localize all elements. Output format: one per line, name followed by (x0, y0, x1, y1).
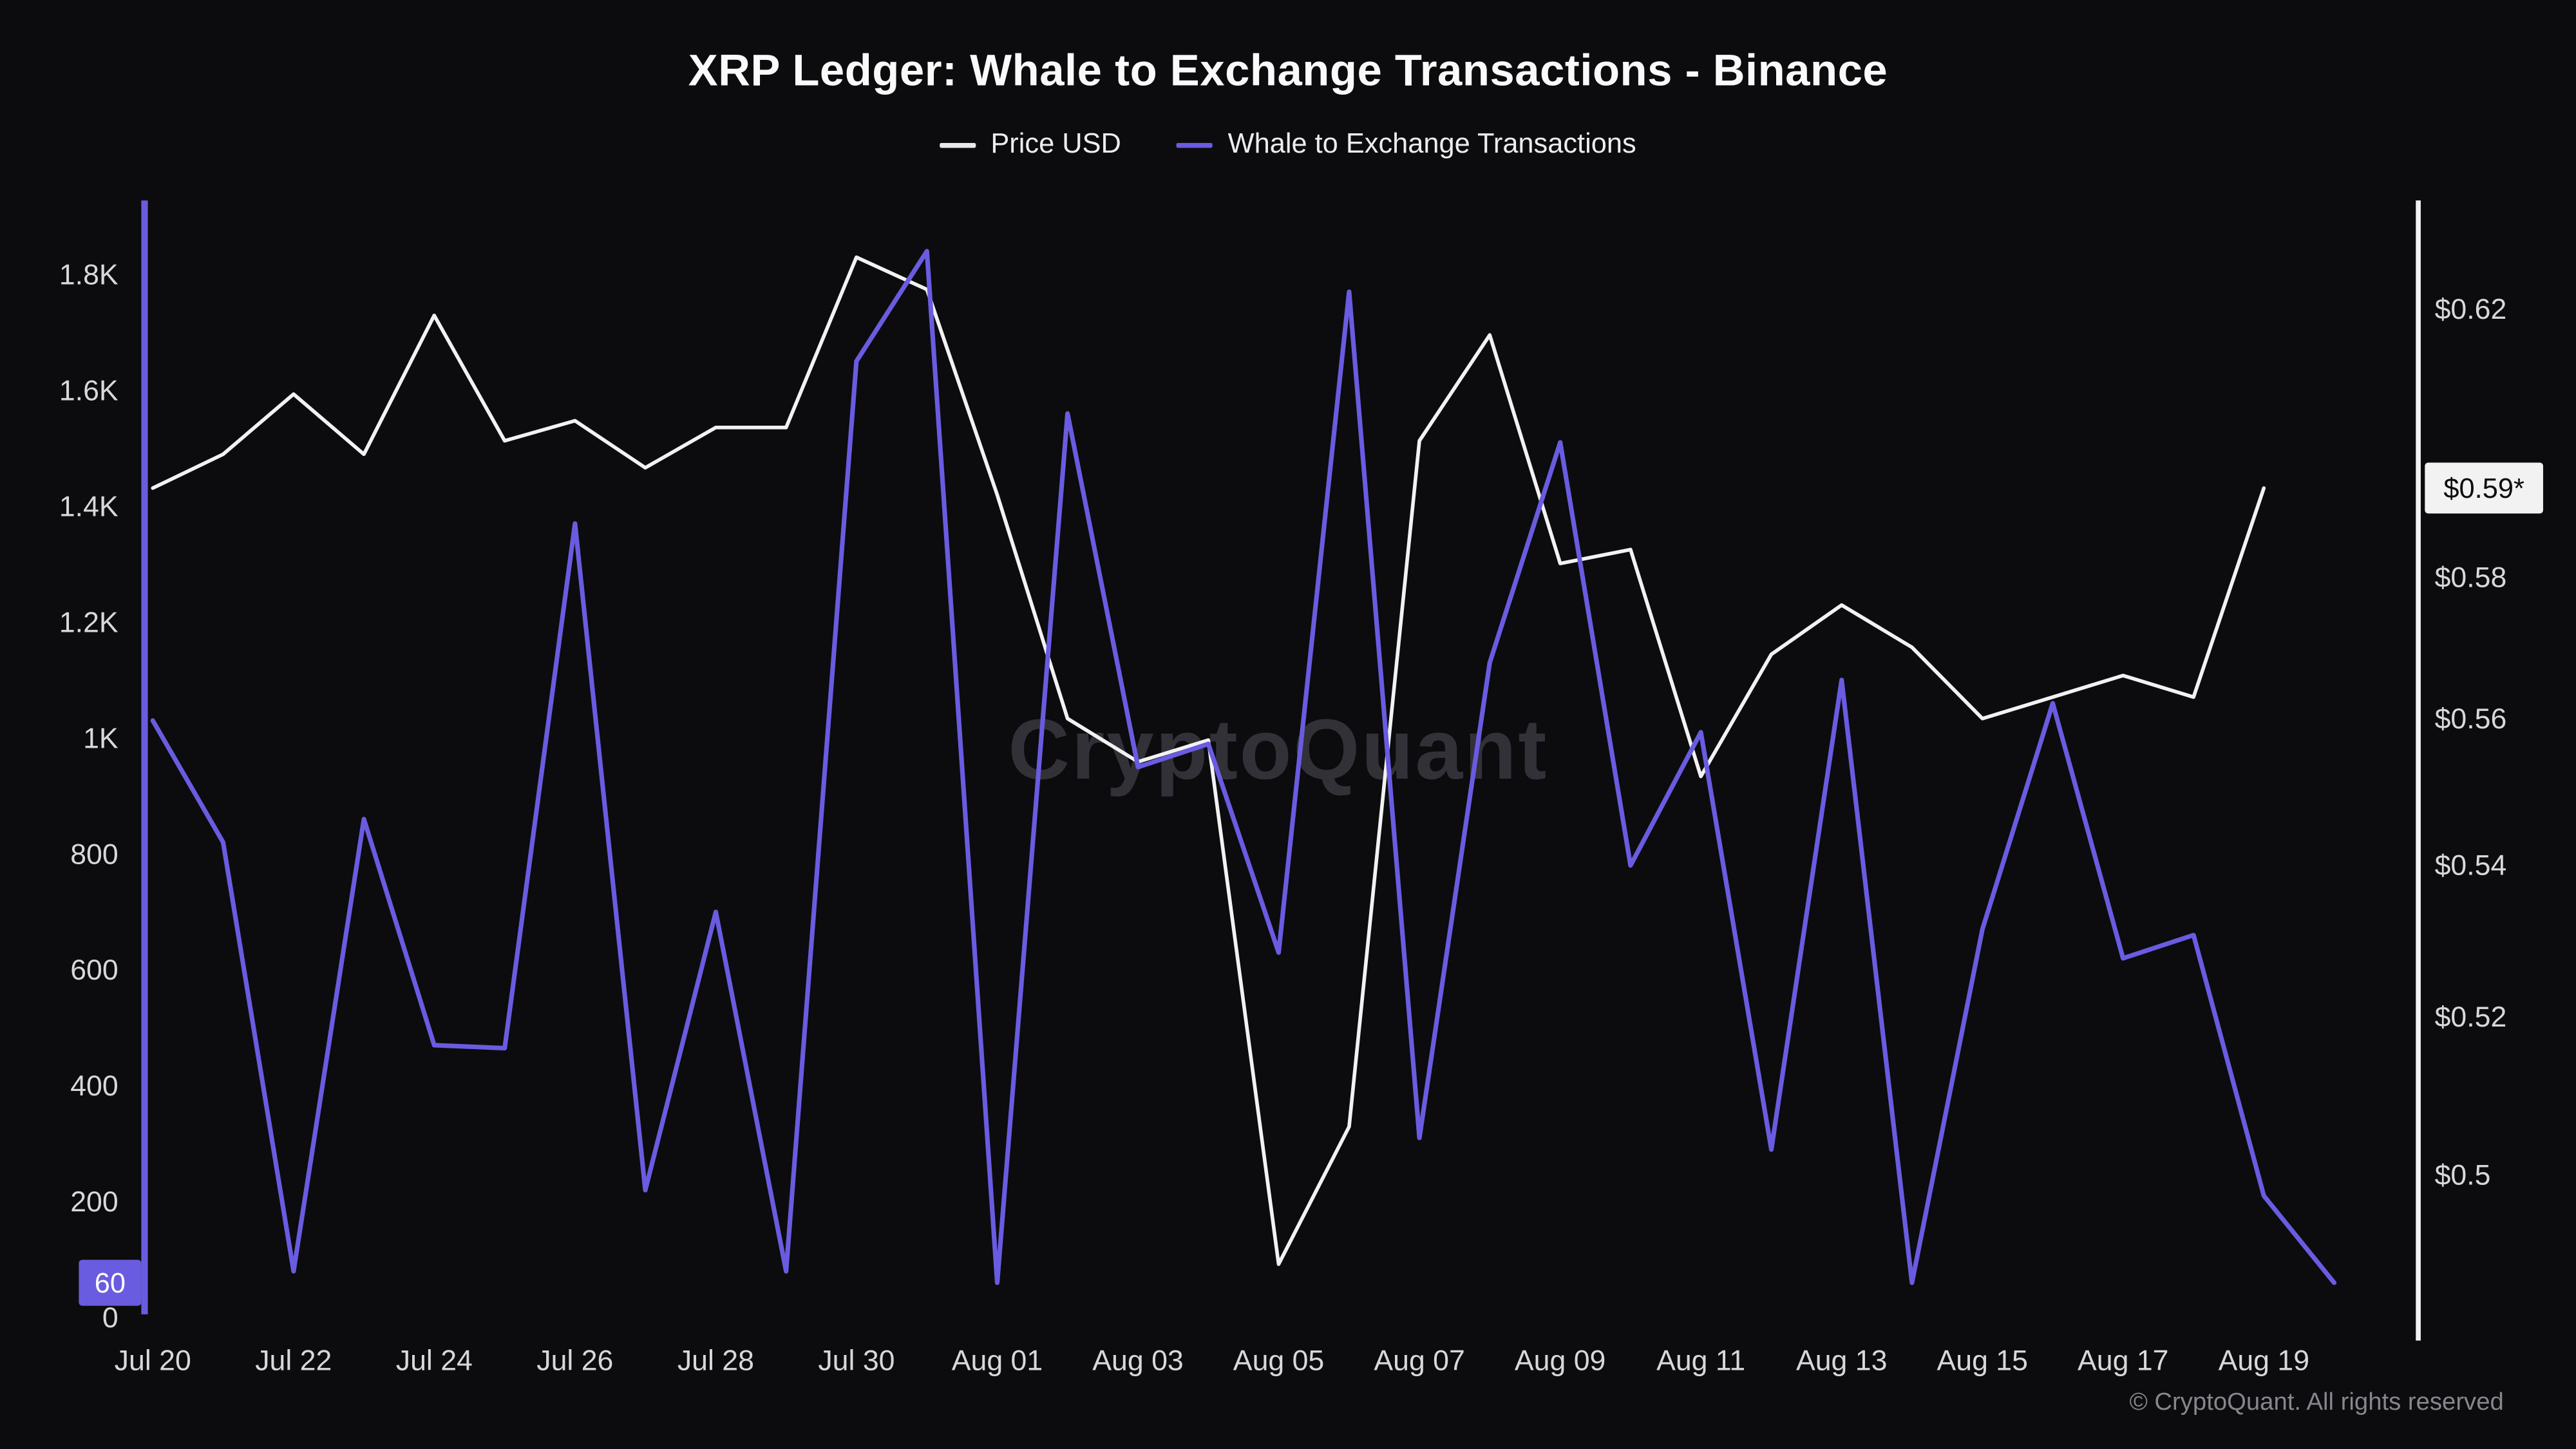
chart-legend: Price USD Whale to Exchange Transactions (0, 128, 2576, 161)
x-axis-tick-label: Jul 22 (255, 1345, 332, 1377)
legend-item-price-usd[interactable]: Price USD (940, 128, 1121, 161)
right-axis-latest-badge: $0.59* (2425, 462, 2543, 514)
page-title: XRP Ledger: Whale to Exchange Transactio… (688, 46, 1888, 95)
left-axis-tick-label: 200 (70, 1186, 118, 1218)
x-axis-tick-label: Jul 24 (396, 1345, 473, 1377)
left-axis-tick-label: 1K (83, 723, 118, 754)
x-axis-tick-label: Aug 09 (1515, 1345, 1605, 1377)
left-axis-tick-label: 800 (70, 838, 118, 870)
whale-line (150, 249, 2337, 1285)
right-axis-tick-label: $0.52 (2435, 1001, 2507, 1033)
x-axis-tick-label: Jul 20 (115, 1345, 191, 1377)
right-axis: $0.62 $0.58 $0.56 $0.54 $0.52 $0.5 (2435, 294, 2507, 1191)
left-axis-tick-label: 1.8K (59, 259, 118, 290)
copyright-notice: © CryptoQuant. All rights reserved (2129, 1388, 2504, 1416)
right-axis-tick-label: $0.56 (2435, 703, 2507, 735)
x-axis-tick-label: Aug 19 (2219, 1345, 2309, 1377)
x-axis-tick-label: Jul 30 (818, 1345, 895, 1377)
left-axis-tick-label: 400 (70, 1070, 118, 1102)
latest-price-badge-label: $0.59* (2443, 473, 2524, 504)
x-axis-tick-label: Aug 17 (2078, 1345, 2168, 1377)
legend-item-whale-transactions[interactable]: Whale to Exchange Transactions (1177, 128, 1636, 161)
x-axis-tick-label: Aug 11 (1656, 1345, 1745, 1377)
x-axis-tick-label: Jul 28 (677, 1345, 754, 1377)
left-axis-tick-label: 600 (70, 954, 118, 986)
x-axis-tick-label: Aug 07 (1374, 1345, 1464, 1377)
right-axis-tick-label: $0.58 (2435, 562, 2507, 594)
x-axis-tick-label: Aug 05 (1233, 1345, 1324, 1377)
left-axis: 0 200 400 600 800 1K 1.2K 1.4K 1.6K 1.8K (59, 259, 118, 1334)
right-axis-tick-label: $0.54 (2435, 849, 2507, 881)
x-axis-tick-label: Aug 13 (1796, 1345, 1887, 1377)
left-axis-tick-label: 1.2K (59, 607, 118, 638)
left-axis-latest-badge: 60 (79, 1260, 142, 1306)
price-line-swatch-icon (940, 142, 976, 147)
x-axis-tick-label: Aug 01 (952, 1345, 1043, 1377)
whale-line-swatch-icon (1177, 142, 1213, 147)
latest-whale-badge-label: 60 (95, 1268, 126, 1299)
right-axis-tick-label: $0.5 (2435, 1159, 2491, 1191)
legend-label-whale-transactions: Whale to Exchange Transactions (1227, 128, 1636, 160)
left-axis-tick-label: 1.6K (59, 375, 118, 406)
x-axis-tick-label: Jul 26 (536, 1345, 613, 1377)
price-line (151, 255, 2266, 1266)
left-axis-tick-label: 0 (102, 1302, 118, 1334)
right-axis-tick-label: $0.62 (2435, 294, 2507, 325)
cryptoquant-watermark: CryptoQuant (1008, 702, 1548, 797)
legend-label-price-usd: Price USD (990, 128, 1121, 160)
left-axis-tick-label: 1.4K (59, 491, 118, 522)
x-axis: Jul 20 Jul 22 Jul 24 Jul 26 Jul 28 Jul 30 Aug … (115, 1345, 2309, 1377)
x-axis-tick-label: Aug 03 (1092, 1345, 1183, 1377)
x-axis-tick-label: Aug 15 (1937, 1345, 2028, 1377)
